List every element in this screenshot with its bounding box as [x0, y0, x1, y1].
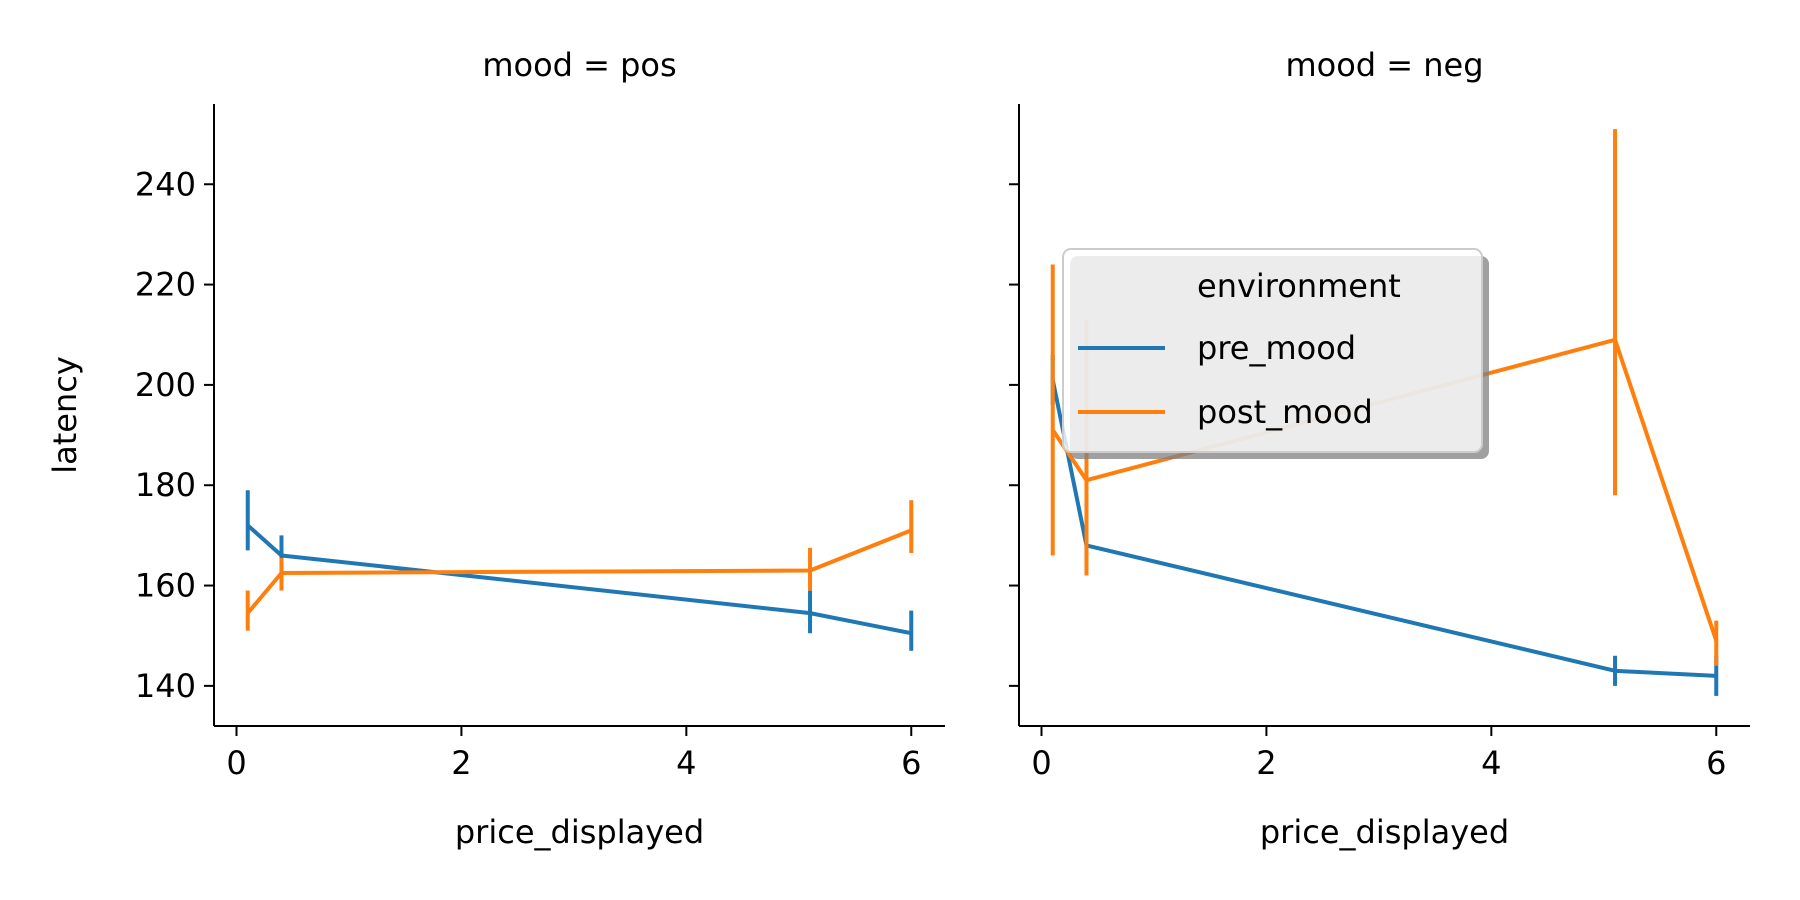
y-tick-label: 160	[135, 567, 196, 605]
x-tick-label: 2	[1256, 744, 1276, 782]
y-tick-label: 180	[135, 466, 196, 504]
series-post_mood	[245, 500, 914, 631]
series-line	[1050, 379, 1717, 678]
y-tick-label: 220	[135, 266, 196, 304]
panel-1: 140 160 180 200 220 240 0 2 4 6 price_displayed moo…	[135, 46, 945, 851]
y-tick-label: 200	[135, 366, 196, 404]
y-axis-label: latency	[46, 356, 84, 474]
legend: environment pre_mood post_mood	[1062, 248, 1489, 459]
x-tick-label: 0	[226, 744, 246, 782]
x-tick-label: 6	[901, 744, 921, 782]
series-pre_mood	[245, 490, 914, 651]
legend-label: post_mood	[1197, 393, 1373, 431]
x-tick-label: 6	[1706, 744, 1726, 782]
panel-title: mood = pos	[482, 46, 676, 84]
series-line	[246, 523, 912, 636]
panel-title: mood = neg	[1285, 46, 1483, 84]
x-tick-label: 2	[451, 744, 471, 782]
legend-label: pre_mood	[1197, 329, 1356, 367]
legend-title: environment	[1197, 267, 1401, 305]
y-tick-label: 240	[135, 165, 196, 203]
x-axis-label: price_displayed	[1260, 813, 1509, 851]
x-tick-label: 4	[676, 744, 696, 782]
y-tick-label: 140	[135, 667, 196, 705]
series-line	[246, 528, 912, 615]
legend-frame	[1062, 248, 1483, 453]
x-tick-label: 4	[1481, 744, 1501, 782]
x-axis-label: price_displayed	[455, 813, 704, 851]
x-tick-label: 0	[1031, 744, 1051, 782]
